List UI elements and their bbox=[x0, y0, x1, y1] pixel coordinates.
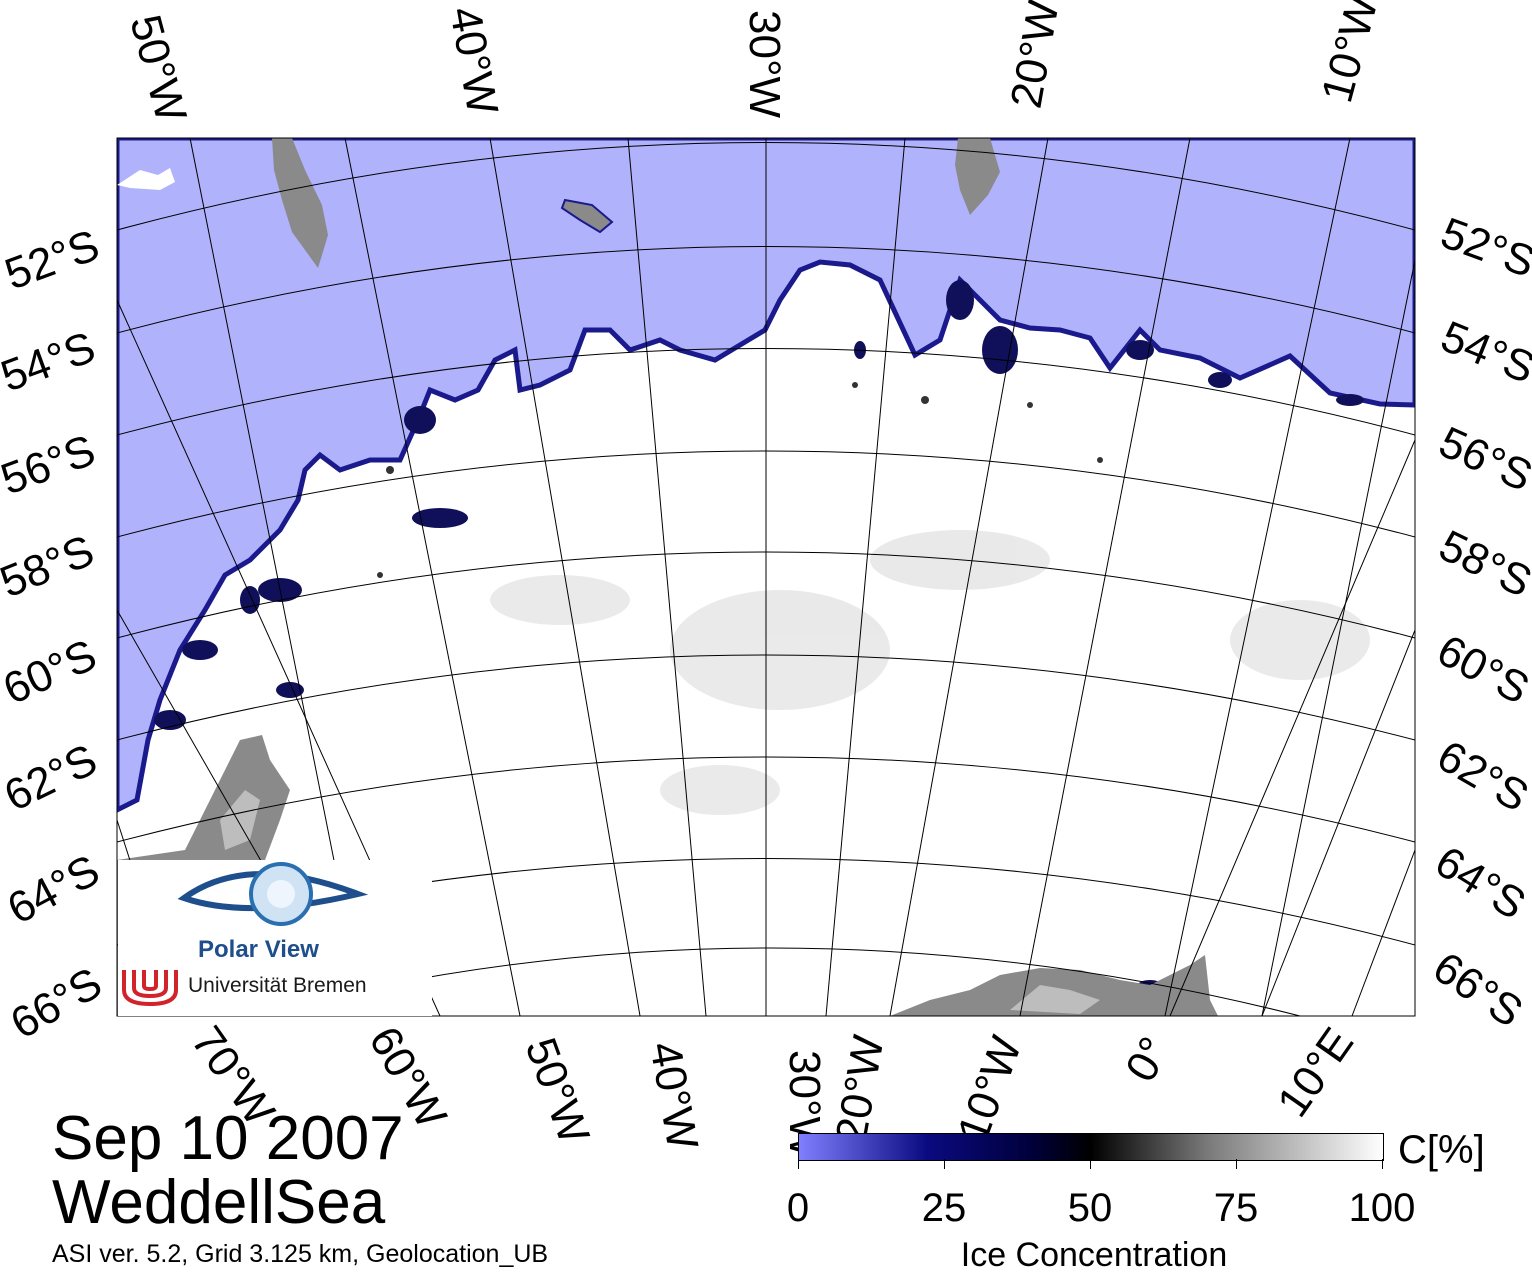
colorbar-tick-label: 100 bbox=[1348, 1186, 1416, 1230]
colorbar-unit: C[%] bbox=[1398, 1128, 1485, 1172]
lat-label-left-52s: 52°S bbox=[0, 221, 106, 300]
lon-label-bottom-40w: 40°W bbox=[640, 1038, 707, 1153]
meridian-10e bbox=[1351, 849, 1415, 1016]
meridian-10w bbox=[1164, 138, 1351, 1016]
snow-patch bbox=[117, 168, 175, 190]
university-emblem-icon bbox=[122, 970, 178, 1006]
lon-label-bottom-10w: 10°W bbox=[948, 1030, 1031, 1149]
eye-icon bbox=[177, 862, 369, 926]
meridian-5w bbox=[1261, 259, 1415, 1016]
lat-label-left-60s: 60°S bbox=[0, 630, 104, 714]
colorbar-tick bbox=[944, 1159, 945, 1169]
meridian-25w bbox=[825, 138, 906, 1016]
colorbar-tick bbox=[1090, 1159, 1091, 1169]
polar-view-logo: Polar View Universität Bremen bbox=[118, 860, 432, 1016]
meridian-5e bbox=[1261, 629, 1415, 1016]
colorbar-tick bbox=[798, 1159, 799, 1169]
lon-label-bottom-20w: 20°W bbox=[827, 1031, 894, 1146]
lon-label-bottom-10e: 10°E bbox=[1268, 1019, 1363, 1126]
colorbar-tick bbox=[1236, 1159, 1237, 1169]
logo-name: Polar View bbox=[198, 936, 319, 963]
lat-label-left-66s: 66°S bbox=[3, 958, 111, 1048]
date-title: Sep 10 2007 bbox=[52, 1104, 404, 1173]
lon-label-top-1: 50°W bbox=[120, 10, 195, 128]
lon-label-top-4: 20°W bbox=[1002, 0, 1069, 112]
colorbar-tick-label: 0 bbox=[786, 1186, 810, 1230]
ice-dark-spots bbox=[377, 382, 1103, 578]
algorithm-info: ASI ver. 5.2, Grid 3.125 km, Geolocation… bbox=[52, 1240, 549, 1268]
lon-label-top-3: 30°W bbox=[740, 10, 789, 119]
lat-label-right-52s: 52°S bbox=[1435, 208, 1532, 287]
land-light bbox=[220, 790, 1100, 1014]
graticule bbox=[117, 138, 1415, 1016]
lon-label-bottom-50w: 50°W bbox=[516, 1032, 599, 1151]
colorbar-tick-label: 50 bbox=[1067, 1186, 1113, 1230]
meridian-0 bbox=[1169, 439, 1415, 1016]
meridian-45w-top bbox=[344, 138, 521, 1016]
meridian-35w-top bbox=[627, 138, 707, 1016]
lon-label-top-5: 10°W bbox=[1312, 0, 1387, 108]
meridian-20w bbox=[889, 138, 1049, 1016]
lat-label-right-62s: 62°S bbox=[1429, 731, 1532, 821]
ice-edge-patches bbox=[154, 280, 1364, 990]
lat-label-right-64s: 64°S bbox=[1427, 837, 1532, 929]
logo-institution: Universität Bremen bbox=[188, 974, 367, 997]
region-title: WeddellSea bbox=[52, 1168, 386, 1237]
colorbar-tick-label: 75 bbox=[1213, 1186, 1259, 1230]
lat-label-left-56s: 56°S bbox=[0, 426, 102, 505]
lat-label-right-56s: 56°S bbox=[1432, 417, 1532, 501]
lat-label-left-54s: 54°S bbox=[0, 323, 102, 402]
colorbar-title: Ice Concentration bbox=[960, 1236, 1228, 1274]
colorbar bbox=[798, 1133, 1384, 1161]
colorbar-tick bbox=[1382, 1159, 1383, 1169]
lat-label-left-62s: 62°S bbox=[0, 735, 105, 821]
lat-label-right-58s: 58°S bbox=[1432, 521, 1532, 607]
lat-label-right-60s: 60°S bbox=[1429, 626, 1532, 714]
lat-label-left-58s: 58°S bbox=[0, 526, 101, 607]
lat-label-right-54s: 54°S bbox=[1434, 312, 1532, 393]
colorbar-tick-label: 25 bbox=[921, 1186, 967, 1230]
lon-label-bottom-0: 0° bbox=[1116, 1029, 1179, 1090]
ice-texture bbox=[490, 530, 1370, 815]
meridian-15w bbox=[1019, 138, 1191, 1016]
map-frame bbox=[116, 137, 1416, 1017]
lat-label-right-66s: 66°S bbox=[1424, 943, 1531, 1037]
open-water bbox=[117, 138, 1415, 813]
meridian-40w-top bbox=[489, 138, 641, 1016]
lat-label-left-64s: 64°S bbox=[0, 846, 107, 934]
lon-label-top-2: 40°W bbox=[440, 3, 507, 118]
